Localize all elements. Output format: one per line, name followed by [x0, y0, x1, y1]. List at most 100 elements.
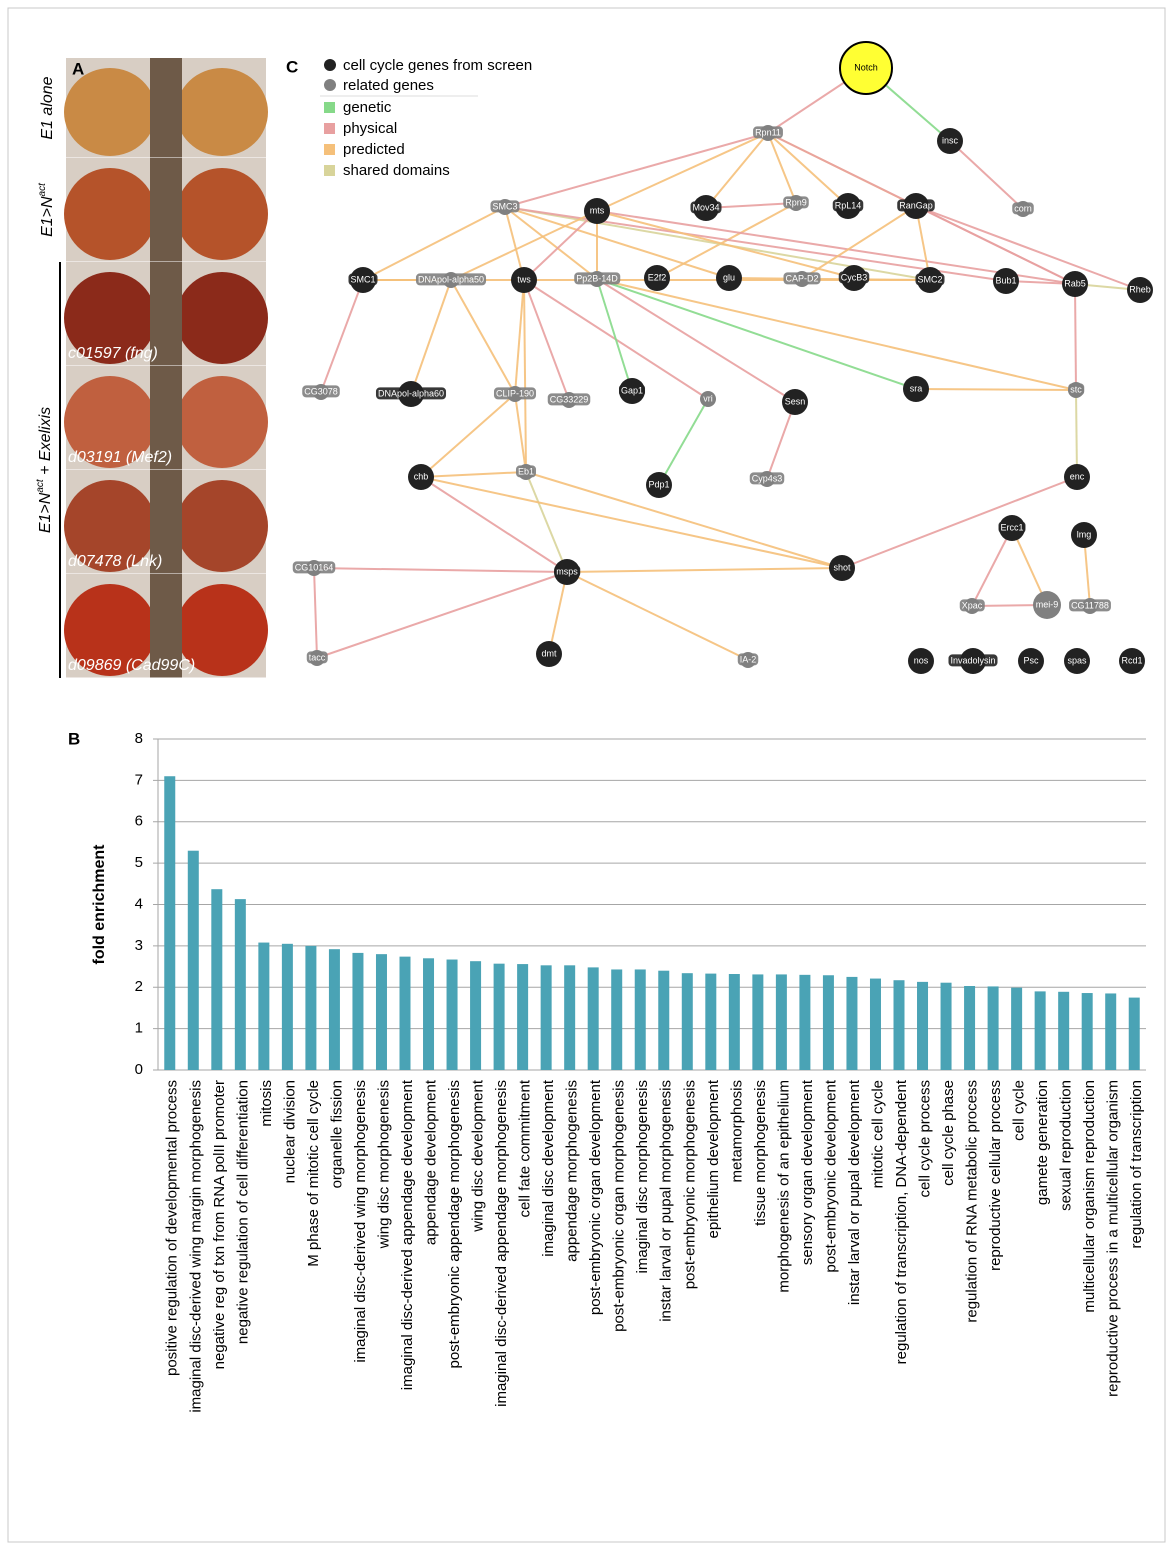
edge	[596, 210, 1076, 285]
gene-label: stc	[1070, 384, 1082, 394]
x-tick-label: instar larval or pupal morphogenesis	[658, 1080, 675, 1322]
legend-swatch	[324, 123, 335, 134]
label-pill	[490, 200, 520, 213]
bar	[493, 963, 505, 1070]
gene-label: Rheb	[1129, 284, 1151, 294]
legend-label: genetic	[343, 99, 392, 116]
edge	[504, 132, 769, 208]
y-tick-label: 4	[135, 895, 143, 912]
x-tick-label: reproductive cellular process	[987, 1080, 1004, 1271]
label-pill	[302, 385, 340, 398]
bar	[423, 958, 435, 1070]
label-pill	[832, 199, 864, 212]
gene-label: insc	[942, 135, 959, 145]
head	[150, 158, 182, 262]
gene-label: SMC2	[917, 274, 942, 284]
x-tick-label: regulation of transcription	[1128, 1080, 1145, 1248]
x-tick-label: post-embryonic organ development	[587, 1079, 604, 1315]
gene-label: enc	[1070, 471, 1085, 481]
bar	[446, 959, 458, 1070]
label-pill	[749, 472, 785, 485]
gene-node	[1064, 464, 1090, 490]
condition-label-sup: act	[37, 182, 48, 197]
x-tick-label: multicellular organism reproduction	[1081, 1080, 1098, 1313]
gene-label: chb	[414, 471, 429, 481]
panel-label: C	[286, 57, 298, 76]
edge	[767, 132, 849, 207]
y-tick-label: 2	[135, 978, 143, 995]
bar	[1011, 987, 1023, 1070]
label-pill	[1068, 383, 1085, 396]
legend-label: related genes	[343, 77, 434, 94]
bar	[705, 973, 717, 1070]
gene-node	[1127, 277, 1153, 303]
bar	[164, 776, 176, 1070]
bar	[399, 956, 411, 1070]
gene-label: Mov34	[692, 202, 719, 212]
x-tick-label: post-embryonic morphogenesis	[681, 1080, 698, 1289]
gene-label: mts	[590, 205, 605, 215]
edge	[971, 527, 1013, 607]
bar	[846, 976, 858, 1070]
eye	[176, 584, 268, 676]
gene-label: Cyp4s3	[752, 473, 783, 483]
gene-label: Rcd1	[1121, 655, 1142, 665]
gene-label: CG3078	[304, 386, 338, 396]
bar	[1105, 993, 1117, 1070]
edge	[410, 279, 452, 395]
legend-label: predicted	[343, 141, 405, 158]
label-pill	[1069, 599, 1111, 612]
label-pill	[415, 273, 487, 286]
x-tick-label: regulation of transcription, DNA-depende…	[893, 1079, 910, 1364]
bar	[728, 974, 740, 1070]
gene-label: CG33229	[550, 394, 589, 404]
bar	[1034, 991, 1046, 1070]
eye	[176, 480, 268, 572]
group-label: E1>Nact + Exelixis	[35, 407, 55, 533]
group-label-text: E1>N	[37, 492, 54, 533]
gene-label: CG10164	[295, 562, 334, 572]
bar	[893, 980, 905, 1070]
x-tick-label: mitotic cell cycle	[869, 1080, 886, 1188]
label-pill	[737, 653, 759, 666]
y-tick-label: 1	[135, 1020, 143, 1037]
gene-node	[644, 265, 670, 291]
bar	[258, 942, 270, 1070]
gene-label: vri	[703, 393, 713, 403]
eye	[64, 68, 156, 156]
edge	[767, 132, 797, 204]
edge	[596, 278, 633, 392]
edge	[801, 205, 917, 280]
bar	[587, 967, 599, 1070]
x-tick-label: negative regulation of cell differentiat…	[234, 1080, 251, 1344]
eye	[64, 168, 156, 260]
edge	[504, 206, 598, 280]
gene-node	[584, 198, 610, 224]
gene-label: Notch	[854, 62, 878, 72]
gene-label: CLIP-190	[496, 388, 534, 398]
gene-label: CG11788	[1071, 600, 1109, 610]
gene-label: Rab5	[1064, 278, 1086, 288]
x-tick-label: tissue morphogenesis	[752, 1080, 769, 1226]
gene-label: Rpn9	[785, 197, 807, 207]
eye-photo	[64, 158, 268, 263]
x-tick-label: post-embryonic appendage morphogenesis	[446, 1080, 463, 1369]
gene-label: tacc	[309, 652, 326, 662]
edge	[766, 401, 796, 480]
bar	[634, 969, 646, 1070]
x-tick-label: instar larval or pupal development	[846, 1079, 863, 1305]
y-tick-label: 5	[135, 854, 143, 871]
bar	[940, 982, 952, 1070]
edge	[525, 471, 843, 569]
head	[150, 574, 182, 678]
x-tick-label: wing disc development	[470, 1079, 487, 1233]
label-pill	[690, 201, 722, 214]
gene-node	[993, 268, 1019, 294]
bar	[234, 899, 246, 1070]
gene-label: IA-2	[740, 654, 757, 664]
gene-label: msps	[556, 566, 578, 576]
bar	[752, 974, 764, 1070]
eye	[176, 68, 268, 156]
bar	[1128, 997, 1140, 1070]
